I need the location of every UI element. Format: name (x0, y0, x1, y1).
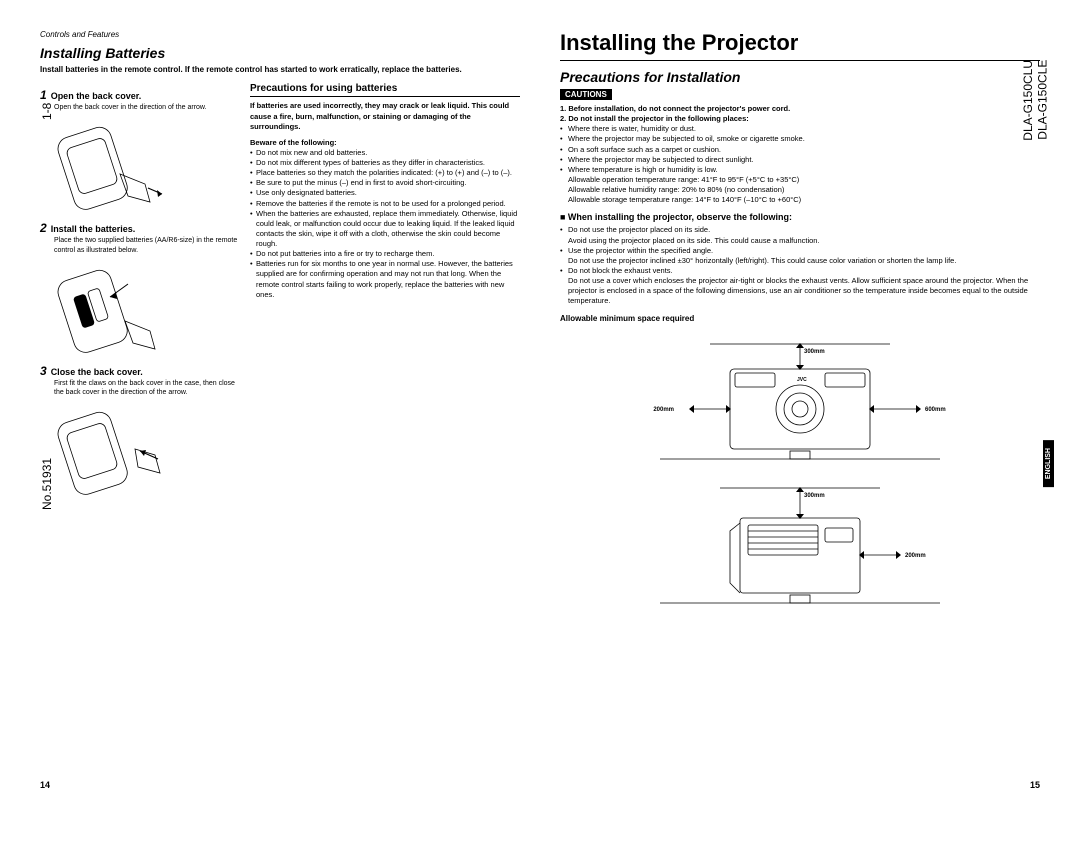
bullet-item: •Where the projector may be subjected to… (560, 134, 1040, 144)
bullet-item: •Do not mix different types of batteries… (250, 158, 520, 168)
svg-text:300mm: 300mm (804, 493, 825, 499)
step-number: 3 (40, 365, 47, 377)
step-title: Close the back cover. (51, 365, 143, 377)
svg-text:200mm: 200mm (905, 553, 926, 559)
page-number: 15 (1030, 780, 1040, 790)
page-left: Controls and Features Installing Batteri… (40, 30, 530, 790)
step-body: First fit the claws on the back cover in… (40, 379, 240, 397)
section-title-batteries: Installing Batteries (40, 45, 520, 61)
language-tab: ENGLISH (1043, 440, 1054, 487)
observe-body: Avoid using the projector placed on its … (560, 236, 1040, 246)
bullet-item: •Use the projector within the specified … (560, 246, 1040, 256)
bullet-item: •Be sure to put the minus (–) end in fir… (250, 178, 520, 188)
remote-open-illustration (50, 116, 190, 216)
projector-side-diagram: 300mm 200mm (640, 473, 960, 613)
range-text: Allowable operation temperature range: 4… (568, 175, 1040, 185)
bullet-item: •Where the projector may be subjected to… (560, 155, 1040, 165)
main-title: Installing the Projector (560, 30, 1040, 61)
cautions-label: CAUTIONS (560, 89, 612, 100)
section-title-precautions: Precautions for Installation (560, 69, 1040, 85)
beware-title: Beware of the following: (250, 138, 337, 147)
remote-close-illustration (50, 401, 190, 501)
range-text: Allowable relative humidity range: 20% t… (568, 185, 1040, 195)
bullet-item: •Remove the batteries if the remote is n… (250, 199, 520, 209)
precautions-lead: If batteries are used incorrectly, they … (250, 101, 509, 130)
page-number: 14 (40, 780, 50, 790)
step-body: Open the back cover in the direction of … (40, 103, 240, 112)
observe-body: Do not use a cover which encloses the pr… (560, 276, 1040, 306)
precautions-title: Precautions for using batteries (250, 83, 520, 97)
step-title: Open the back cover. (51, 89, 142, 101)
precautions-column: Precautions for using batteries If batte… (250, 83, 520, 506)
svg-text:300mm: 300mm (804, 349, 825, 355)
bullet-item: •Where there is water, humidity or dust. (560, 124, 1040, 134)
remote-insert-illustration (50, 259, 190, 359)
observe-body: Do not use the projector inclined ±30° h… (560, 256, 1040, 266)
numbered-item: Before installation, do not connect the … (568, 104, 790, 113)
svg-text:JVC: JVC (797, 377, 807, 383)
range-text: Allowable storage temperature range: 14°… (568, 195, 1040, 205)
bullet-item: •Do not mix new and old batteries. (250, 148, 520, 158)
bullet-item: •Place batteries so they match the polar… (250, 168, 520, 178)
step-number: 2 (40, 222, 47, 234)
intro-text: Install batteries in the remote control.… (40, 65, 520, 75)
bullet-item: •When the batteries are exhausted, repla… (250, 209, 520, 250)
numbered-item: Do not install the projector in the foll… (568, 114, 748, 123)
bullet-item: •Do not use the projector placed on its … (560, 225, 1040, 235)
step-body: Place the two supplied batteries (AA/R6-… (40, 236, 240, 254)
svg-text:600mm: 600mm (925, 407, 946, 413)
breadcrumb-header: Controls and Features (40, 30, 520, 39)
bullet-item: •Batteries run for six months to one yea… (250, 259, 520, 300)
step-title: Install the batteries. (51, 222, 136, 234)
observe-title: ■ When installing the projector, observe… (560, 211, 1040, 223)
step-number: 1 (40, 89, 47, 101)
svg-text:200mm: 200mm (653, 407, 674, 413)
page-right: Installing the Projector Precautions for… (550, 30, 1040, 790)
allowable-title: Allowable minimum space required (560, 314, 694, 323)
bullet-item: •Where temperature is high or humidity i… (560, 165, 1040, 175)
bullet-item: •Use only designated batteries. (250, 188, 520, 198)
bullet-item: •Do not put batteries into a fire or try… (250, 249, 520, 259)
bullet-item: •On a soft surface such as a carpet or c… (560, 145, 1040, 155)
bullet-item: •Do not block the exhaust vents. (560, 266, 1040, 276)
projector-front-diagram: JVC 300mm 200mm 600mm (640, 329, 960, 469)
steps-column: 1 Open the back cover. Open the back cov… (40, 83, 240, 506)
